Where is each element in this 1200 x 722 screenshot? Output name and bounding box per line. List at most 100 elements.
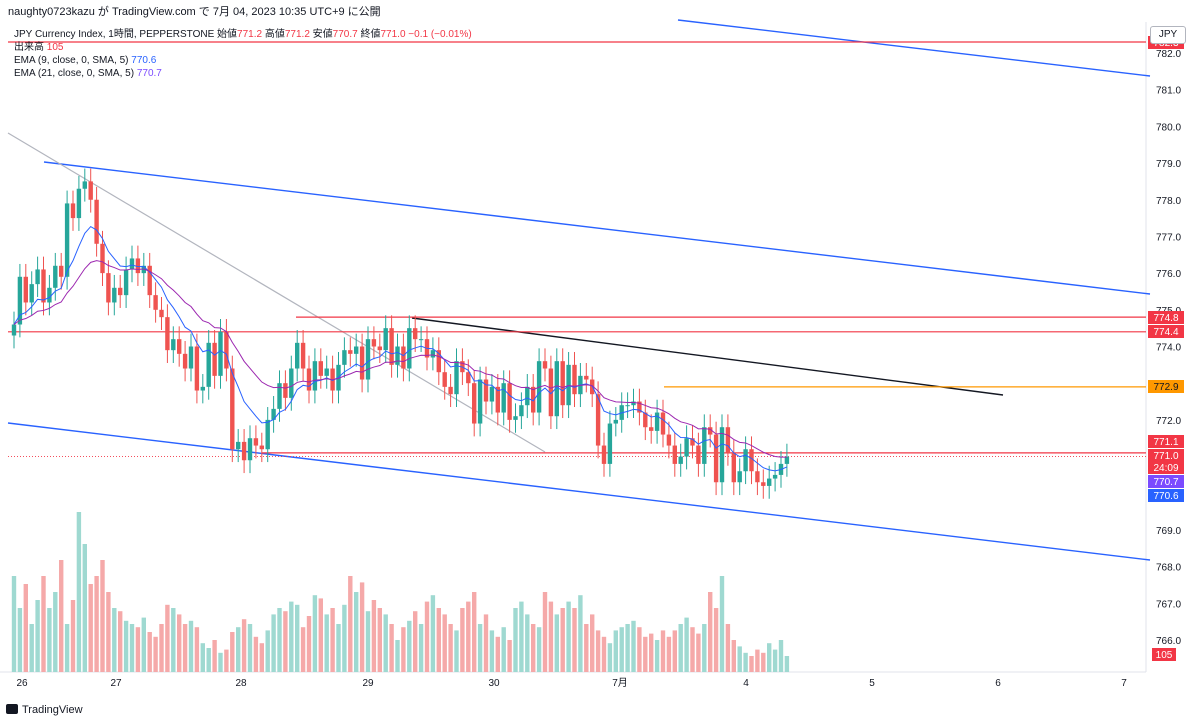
volume-bar [448,624,453,672]
candle [743,449,748,472]
ohlc-close-label: 終値 [360,29,381,40]
price-label: 24:09 [1148,461,1184,474]
footer-brand: TradingView [22,704,83,716]
time-tick-label: 26 [16,678,28,689]
price-label-bg [1148,311,1184,324]
candle [637,401,642,413]
candle [194,346,200,391]
volume-bar [460,608,465,672]
volume-bar [519,601,524,672]
candle [613,419,618,424]
legend-ema21-row[interactable]: EMA (21, close, 0, SMA, 5) 770.7 [14,67,472,80]
volume-bar [283,611,288,672]
volume-last-label-bg [1152,648,1176,661]
legend-volume-row[interactable]: 出来高 105 [14,41,472,54]
volume-bar [112,608,117,672]
volume-bar [236,627,241,672]
candle [684,438,689,457]
candle [265,419,270,450]
price-axis[interactable]: 782.0781.0780.0779.0778.0777.0776.0775.0… [1156,49,1181,647]
volume-bar [265,630,270,672]
volume-bar [100,560,105,672]
candle [17,276,23,325]
upper-channel-line [677,19,1151,77]
volume-bar [649,633,654,672]
volume-bar [300,627,306,672]
currency-button[interactable]: JPY [1150,26,1186,44]
footer: TradingView [0,698,1200,722]
candle [159,309,164,318]
time-axis[interactable]: 26 27 28 29 30 7月 4 5 6 7 [16,677,1127,689]
volume-bar [295,604,300,672]
black-trend-line [411,317,1004,396]
volume-bar [188,620,194,672]
candle [188,346,194,369]
ema9-value: 770.6 [131,55,157,66]
volume-label: 出来高 [14,42,44,53]
candle [118,287,123,296]
volume-bar [601,636,607,672]
volume-bar [407,620,412,672]
candle [501,383,506,413]
price-label-text: 774.8 [1153,313,1178,324]
candle [253,438,259,446]
candle [584,375,589,380]
legend-symbol-row: JPY Currency Index, 1時間, PEPPERSTONE 始値7… [14,28,472,41]
volume-bar [153,636,158,672]
candle [519,405,524,417]
candle [283,383,288,398]
volume-bar [625,624,630,672]
candle [106,273,111,303]
candle [761,482,766,486]
volume-bar [696,633,701,672]
candle [719,427,725,483]
volume-bar [230,632,235,672]
volume-bar [371,600,377,672]
candle [212,342,217,376]
time-tick-label: 5 [869,678,875,689]
volume-bar [395,640,400,672]
volume-bar [513,608,518,672]
price-label-bg [1148,461,1184,474]
volume-bar [678,624,683,672]
candle [454,361,459,395]
volume-bar [177,614,182,672]
volume-bar [212,640,217,672]
volume-bar [731,640,736,672]
price-label-text: 774.4 [1153,327,1178,338]
candle [371,339,377,347]
candle [348,350,353,354]
candle [666,434,672,446]
candle [708,427,713,435]
candle [607,423,613,464]
candle [70,203,76,219]
candle [23,276,28,303]
candle [241,441,247,461]
candle [11,324,17,336]
candle [289,368,294,398]
volume-bar [11,576,17,672]
volume-bar [767,643,772,672]
ohlc-high-label: 高値 [264,29,285,40]
candle [259,445,264,450]
volume-bar [525,614,530,672]
symbol-title[interactable]: JPY Currency Index, 1時間, PEPPERSTONE [14,29,215,40]
candle [660,412,666,435]
volume-bar [365,611,371,672]
candle [418,339,424,341]
legend-ema9-row[interactable]: EMA (9, close, 0, SMA, 5) 770.6 [14,54,472,67]
candle [312,361,318,391]
chart-legend: JPY Currency Index, 1時間, PEPPERSTONE 始値7… [14,28,472,80]
ema-lines [13,225,788,472]
time-tick-label: 29 [362,678,374,689]
candle [94,199,99,244]
volume-bar [206,648,211,672]
candle [672,445,677,464]
price-label-bg [1148,475,1184,488]
price-chart[interactable]: 782.0781.0780.0779.0778.0777.0776.0775.0… [0,0,1200,698]
candle [88,181,93,200]
volume-bar [737,646,742,672]
volume-bar [241,619,247,672]
ohlc-low-value: 770.7 [332,29,358,40]
price-tick-label: 778.0 [1156,196,1181,207]
